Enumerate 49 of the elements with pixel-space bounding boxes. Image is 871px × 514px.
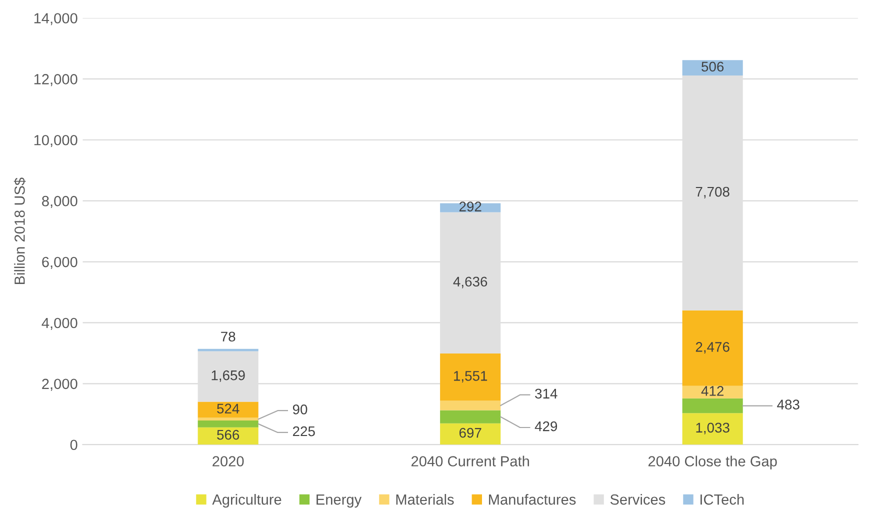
data-label: 292: [459, 202, 482, 212]
bar: [682, 386, 743, 398]
y-tick-label: 2,000: [42, 378, 78, 391]
bar: [440, 353, 501, 401]
data-label: 429: [534, 421, 558, 432]
data-label: 1,659: [212, 370, 245, 382]
data-label: 4,636: [453, 276, 488, 288]
data-label: 2,476: [696, 342, 730, 354]
data-label: 697: [459, 428, 482, 438]
data-label: 7,708: [696, 186, 730, 198]
bar: [682, 310, 743, 386]
data-label: 90: [292, 404, 308, 414]
bar: [440, 400, 501, 410]
data-label: 506: [702, 62, 724, 72]
x-tick-label: 2040 Current Path: [411, 456, 529, 466]
data-label: 566: [217, 430, 240, 440]
legend-label: Materials: [396, 494, 454, 505]
bar: [682, 60, 743, 76]
y-tick-label: 14,000: [34, 13, 78, 26]
legend-label: Manufactures: [489, 494, 576, 505]
data-label: 225: [292, 426, 315, 436]
bar: [682, 398, 743, 414]
x-tick-label: 2040 Close the Gap: [648, 456, 777, 470]
y-tick-label: 10,000: [34, 134, 78, 148]
bar: [682, 413, 743, 445]
bar: [198, 418, 258, 421]
data-label: 78: [221, 332, 236, 342]
y-axis-title: Billion 2018 US$: [14, 178, 26, 284]
y-tick-label: 12,000: [34, 74, 78, 86]
y-tick-label: 6,000: [42, 256, 78, 269]
legend-label: ICTech: [700, 494, 744, 505]
data-label: 483: [777, 400, 800, 410]
legend-label: Services: [610, 494, 666, 505]
bar: [198, 402, 258, 418]
bar: [440, 410, 501, 424]
x-tick-label: 2020: [212, 456, 244, 466]
data-label: 412: [701, 386, 724, 396]
legend-label: Agriculture: [212, 494, 282, 508]
bar: [440, 423, 501, 445]
data-label: 1,033: [696, 422, 730, 434]
y-tick-label: 4,000: [42, 318, 78, 330]
data-label: 1,551: [454, 371, 488, 382]
data-label: 524: [217, 404, 240, 414]
y-tick-label: 8,000: [42, 196, 78, 208]
bar: [198, 427, 258, 445]
legend-label: Energy: [316, 494, 362, 508]
y-tick-label: 0: [70, 440, 78, 450]
data-label: 314: [535, 388, 558, 399]
bar: [198, 420, 258, 428]
